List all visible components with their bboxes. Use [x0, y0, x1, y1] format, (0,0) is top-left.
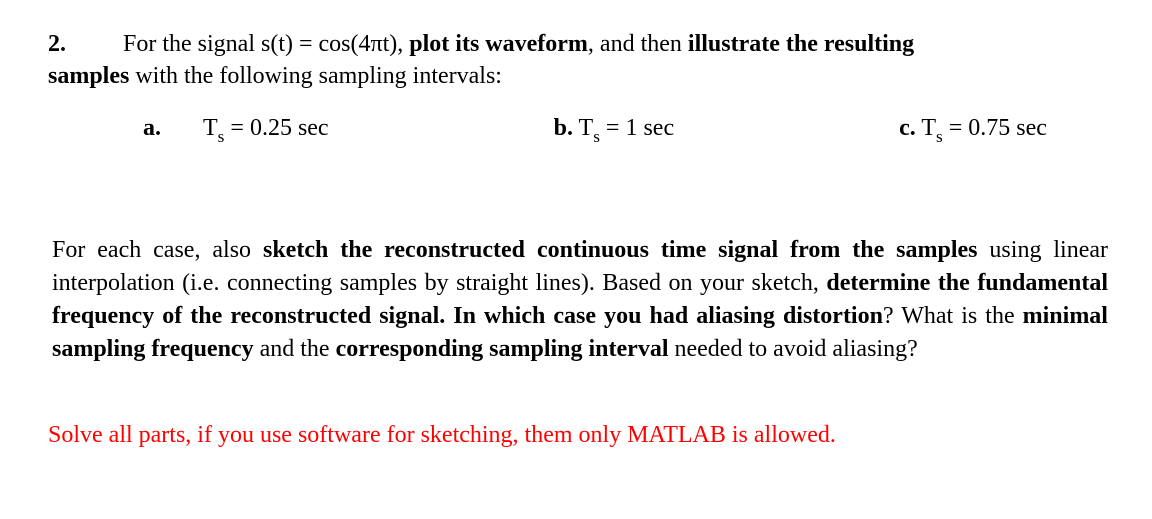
p2-t5: needed to avoid aliasing? [668, 336, 917, 362]
option-c-post: = 0.75 sec [943, 115, 1047, 141]
question-block: 2.For the signal s(t) = cos(4πt), plot i… [48, 28, 1110, 93]
q-line1-mid: , and then [588, 31, 688, 57]
q-line1-bold1: plot its waveform [409, 31, 588, 57]
question-number: 2. [48, 28, 123, 60]
p2-t1: For each case, also [52, 237, 263, 263]
q-line2-bold: samples [48, 63, 129, 89]
q-line1-pre: For the signal s(t) = cos(4πt), [123, 31, 409, 57]
option-b-text: Ts = 1 sec [573, 115, 674, 141]
option-a-text: Ts = 0.25 sec [167, 115, 329, 141]
option-b-pre: T [573, 115, 593, 141]
page-root: 2.For the signal s(t) = cos(4πt), plot i… [0, 0, 1152, 477]
p2-b1: sketch the reconstructed continuous time… [263, 237, 978, 263]
q-line1-bold2: illustrate the resulting [688, 31, 914, 57]
option-b: b. Ts = 1 sec [554, 115, 675, 146]
option-a: a. Ts = 0.25 sec [143, 115, 329, 146]
instruction-paragraph: For each case, also sketch the reconstru… [48, 234, 1110, 366]
option-b-label: b. [554, 115, 573, 141]
option-b-post: = 1 sec [600, 115, 674, 141]
option-b-sub: s [593, 127, 600, 146]
option-c-text: Ts = 0.75 sec [916, 115, 1047, 141]
option-c-sub: s [936, 127, 943, 146]
option-a-pre: T [203, 115, 218, 141]
option-c: c. Ts = 0.75 sec [899, 115, 1047, 146]
matlab-note: Solve all parts, if you use software for… [48, 422, 1110, 449]
option-c-pre: T [916, 115, 936, 141]
option-a-sub: s [218, 127, 225, 146]
p2-t3: ? What is the [883, 303, 1023, 329]
question-line2: samples with the following sampling inte… [48, 60, 1110, 92]
option-a-label: a. [143, 115, 161, 141]
option-c-label: c. [899, 115, 916, 141]
p2-t4: and the [254, 336, 336, 362]
question-line1: 2.For the signal s(t) = cos(4πt), plot i… [48, 28, 1110, 60]
options-row: a. Ts = 0.25 sec b. Ts = 1 sec c. Ts = 0… [48, 115, 1110, 146]
option-a-post: = 0.25 sec [224, 115, 328, 141]
q-line2-rest: with the following sampling intervals: [129, 63, 502, 89]
p2-b4: corresponding sampling interval [336, 336, 669, 362]
